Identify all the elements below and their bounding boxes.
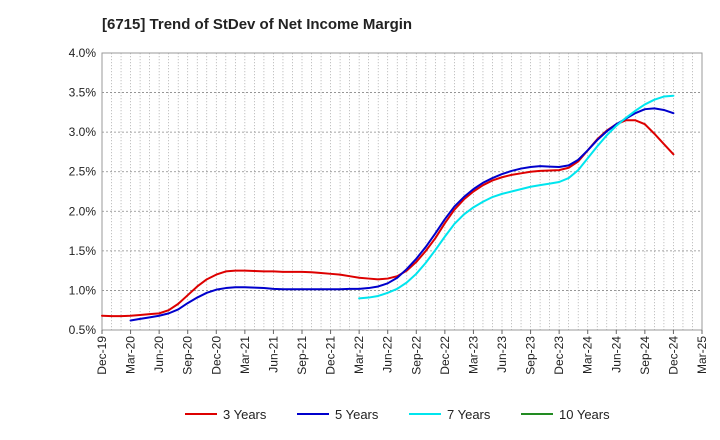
x-tick-label: Sep-23 — [524, 336, 538, 375]
legend-label-5-years: 5 Years — [335, 407, 379, 422]
y-tick-label: 1.0% — [69, 283, 97, 297]
x-tick-label: Sep-24 — [638, 336, 652, 375]
x-tick-label: Mar-20 — [124, 336, 138, 374]
x-tick-label: Jun-22 — [381, 336, 395, 373]
x-tick-label: Sep-21 — [295, 336, 309, 375]
x-tick-label: Mar-25 — [695, 336, 709, 374]
legend-label-7-years: 7 Years — [447, 407, 491, 422]
x-tick-label: Jun-20 — [152, 336, 166, 373]
chart-title: [6715] Trend of StDev of Net Income Marg… — [102, 16, 412, 33]
x-tick-label: Mar-21 — [238, 336, 252, 374]
y-tick-label: 3.0% — [69, 125, 97, 139]
y-tick-label: 2.0% — [69, 204, 97, 218]
x-axis: Dec-19 Mar-20 Jun-20 Sep-20 Dec-20 Mar-21 Jun-… — [95, 330, 709, 375]
x-tick-label: Sep-22 — [409, 336, 423, 375]
series-line-7-years — [358, 94, 675, 300]
y-tick-label: 3.5% — [69, 86, 97, 100]
y-tick-label: 2.5% — [69, 165, 97, 179]
plot-frame — [101, 52, 703, 331]
x-tick-label: Jun-23 — [495, 336, 509, 373]
legend-label-3-years: 3 Years — [223, 407, 267, 422]
legend: 3 Years 5 Years 7 Years 10 Years — [185, 407, 610, 422]
x-tick-label: Dec-23 — [552, 336, 566, 375]
x-tick-label: Mar-24 — [581, 336, 595, 374]
x-tick-label: Mar-22 — [352, 336, 366, 374]
x-tick-label: Dec-19 — [95, 336, 109, 375]
grid — [102, 53, 702, 330]
x-tick-label: Jun-21 — [266, 336, 280, 373]
x-tick-label: Mar-23 — [466, 336, 480, 374]
legend-label-10-years: 10 Years — [559, 407, 610, 422]
y-tick-label: 1.5% — [69, 244, 97, 258]
x-tick-label: Dec-24 — [666, 336, 680, 375]
series-lines — [101, 94, 675, 322]
x-tick-label: Jun-24 — [609, 336, 623, 373]
x-tick-label: Dec-21 — [324, 336, 338, 375]
x-tick-label: Sep-20 — [181, 336, 195, 375]
series-line-3-years — [101, 119, 675, 318]
y-tick-label: 0.5% — [69, 323, 97, 337]
x-tick-label: Dec-22 — [438, 336, 452, 375]
series-line-5-years — [129, 107, 675, 322]
y-axis: 0.5% 1.0% 1.5% 2.0% 2.5% 3.0% 3.5% 4.0% — [69, 46, 97, 337]
y-tick-label: 4.0% — [69, 46, 97, 60]
x-tick-label: Dec-20 — [209, 336, 223, 375]
